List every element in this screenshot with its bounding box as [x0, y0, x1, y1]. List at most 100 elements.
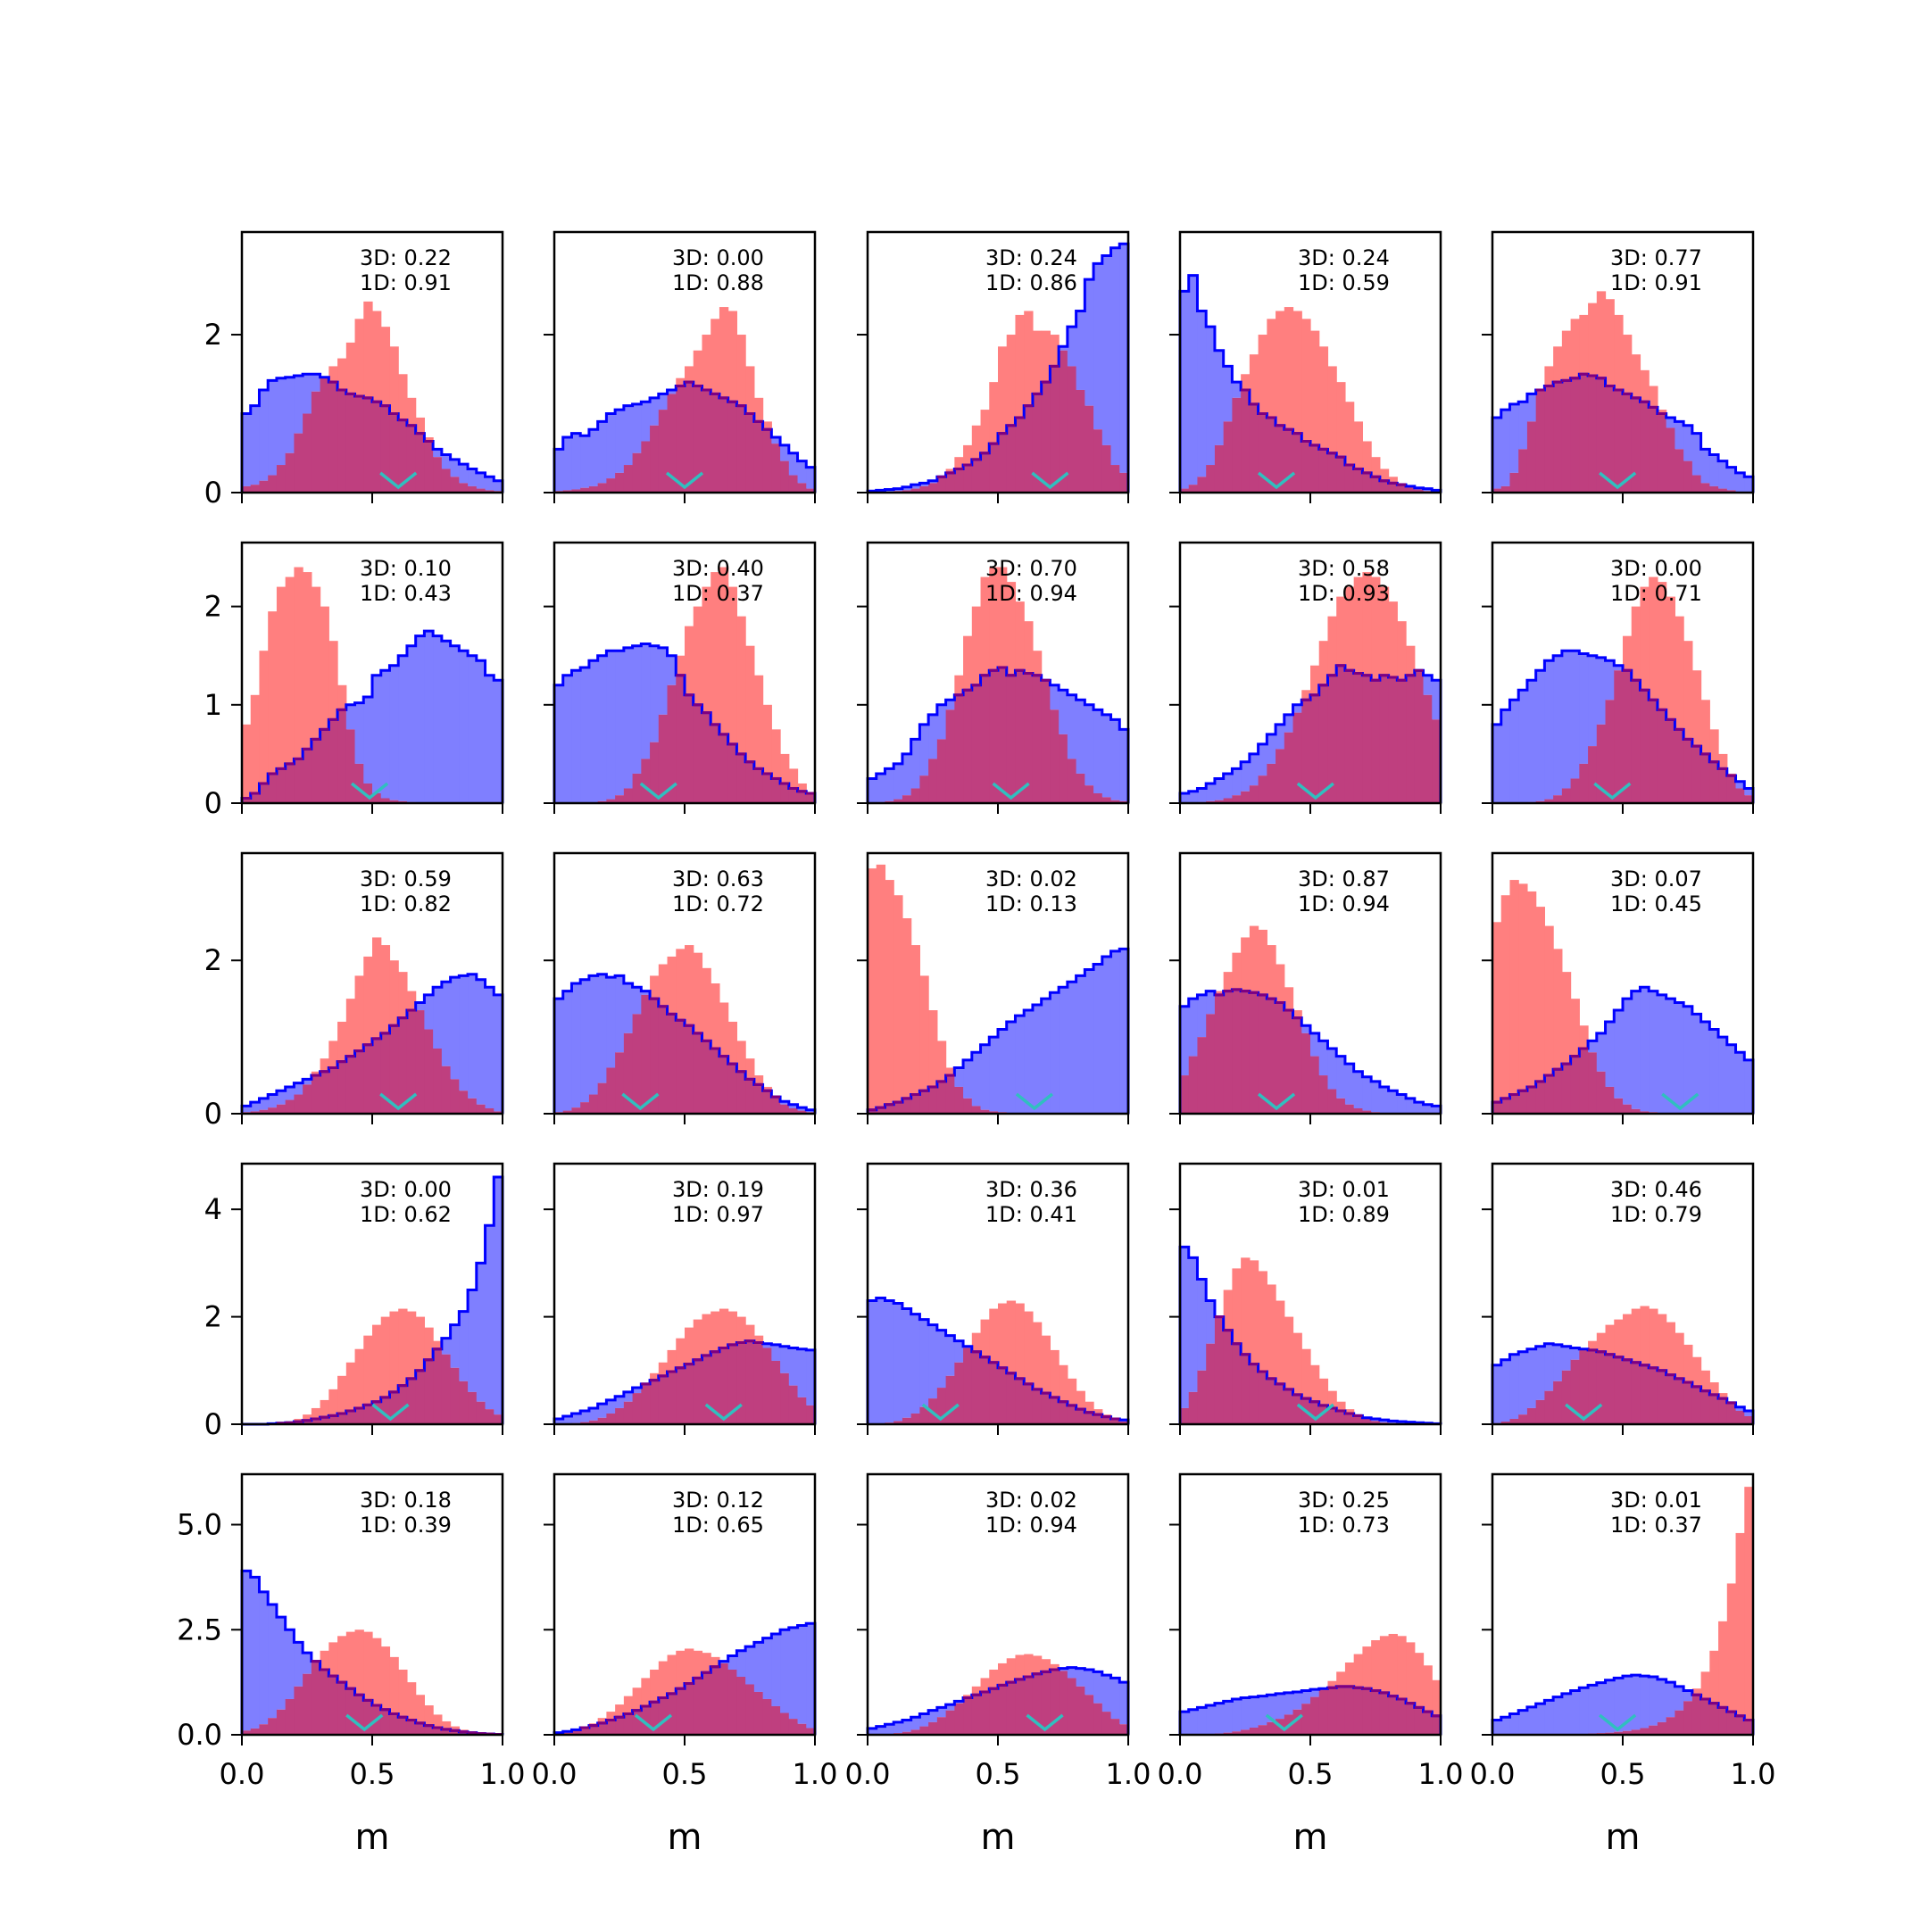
overlap-bar [346, 729, 355, 803]
blue-bar [1614, 1678, 1623, 1731]
x-axis-label: m [981, 1817, 1016, 1858]
blue-bar [868, 1301, 877, 1424]
blue-bar [1276, 1694, 1284, 1719]
overlap-bar [1250, 404, 1259, 493]
red-bar [702, 335, 711, 390]
overlap-bar [702, 1356, 711, 1424]
red-bar [1250, 1260, 1259, 1364]
red-bar [433, 1714, 442, 1728]
red-bar [711, 319, 719, 394]
blue-bar [1614, 1010, 1623, 1099]
blue-bar [928, 1711, 937, 1722]
x-axis-label: m [355, 1817, 390, 1858]
blue-bar [885, 1724, 893, 1734]
red-bar [711, 983, 719, 1049]
overlap-bar [728, 402, 737, 493]
stat-1d: 1D: 0.88 [672, 270, 764, 295]
red-bar [1718, 754, 1727, 769]
stat-3d: 3D: 0.01 [1298, 1177, 1390, 1202]
overlap-bar [1536, 390, 1545, 493]
overlap-bar [1579, 1350, 1588, 1424]
overlap-bar [1267, 764, 1276, 803]
red-bar [1301, 319, 1310, 441]
overlap-bar [624, 1402, 633, 1424]
overlap-bar [946, 473, 955, 493]
overlap-bar [1267, 999, 1276, 1114]
overlap-bar [633, 1393, 642, 1424]
overlap-bar [998, 1368, 1007, 1424]
blue-bar [571, 434, 580, 490]
blue-bar [268, 380, 277, 475]
red-bar [389, 960, 398, 1025]
blue-bar [1284, 715, 1293, 733]
overlap-bar [615, 1052, 624, 1114]
blue-bar [468, 1289, 477, 1391]
overlap-bar [606, 1067, 615, 1114]
y-tick-label: 2.5 [177, 1613, 222, 1646]
blue-bar [459, 651, 468, 803]
stat-3d: 3D: 0.24 [1298, 245, 1390, 270]
overlap-bar [719, 1663, 728, 1735]
blue-bar [1241, 762, 1250, 792]
red-bar [1015, 315, 1024, 418]
red-bar [676, 656, 685, 676]
blue-bar [251, 1577, 260, 1729]
red-bar [355, 319, 364, 396]
red-bar [893, 895, 902, 1102]
overlap-bar [1658, 709, 1666, 803]
overlap-bar [676, 1688, 685, 1735]
overlap-bar [1536, 1082, 1545, 1114]
overlap-bar [928, 1087, 937, 1114]
overlap-bar [685, 1364, 694, 1424]
overlap-bar [1301, 1033, 1310, 1114]
overlap-bar [1354, 674, 1363, 803]
blue-bar [598, 1404, 607, 1418]
stat-3d: 3D: 0.02 [985, 1488, 1077, 1513]
red-bar [694, 607, 702, 705]
blue-bar [571, 983, 580, 1107]
red-bar [736, 617, 745, 754]
blue-bar [1076, 1669, 1085, 1687]
overlap-bar [416, 1371, 425, 1424]
overlap-bar [1015, 1679, 1024, 1735]
overlap-bar [668, 1014, 677, 1114]
overlap-bar [486, 1409, 494, 1424]
blue-bar [580, 980, 589, 1102]
y-tick-label: 4 [204, 1192, 222, 1226]
red-bar [919, 975, 928, 1090]
overlap-bar [754, 421, 763, 493]
red-bar [1571, 319, 1580, 377]
red-bar [719, 1002, 728, 1056]
red-bar [1380, 1636, 1389, 1693]
overlap-bar [1518, 1414, 1527, 1424]
overlap-bar [1076, 774, 1085, 803]
blue-bar [433, 987, 442, 1049]
overlap-bar [1527, 1087, 1536, 1114]
red-bar [1649, 386, 1658, 408]
red-bar [1666, 597, 1675, 720]
overlap-bar [398, 1018, 407, 1114]
red-bar [1033, 651, 1042, 676]
blue-bar [885, 1301, 893, 1423]
overlap-bar [1492, 1102, 1501, 1114]
blue-bar [1301, 1691, 1310, 1704]
blue-bar [251, 406, 260, 485]
overlap-bar [771, 1706, 780, 1735]
overlap-bar [798, 1724, 807, 1735]
overlap-bar [328, 382, 337, 493]
blue-bar [1215, 1704, 1224, 1734]
overlap-bar [1197, 1371, 1206, 1424]
overlap-bar [1683, 1701, 1692, 1735]
overlap-bar [1050, 709, 1059, 803]
overlap-bar [355, 1051, 364, 1114]
stat-1d: 1D: 0.89 [1298, 1202, 1390, 1227]
overlap-bar [312, 1075, 320, 1114]
overlap-bar [1215, 1317, 1224, 1424]
overlap-bar [711, 1667, 719, 1735]
overlap-bar [624, 465, 633, 493]
overlap-bar [1571, 378, 1580, 493]
red-bar [1259, 1271, 1267, 1372]
overlap-bar [1553, 382, 1562, 493]
